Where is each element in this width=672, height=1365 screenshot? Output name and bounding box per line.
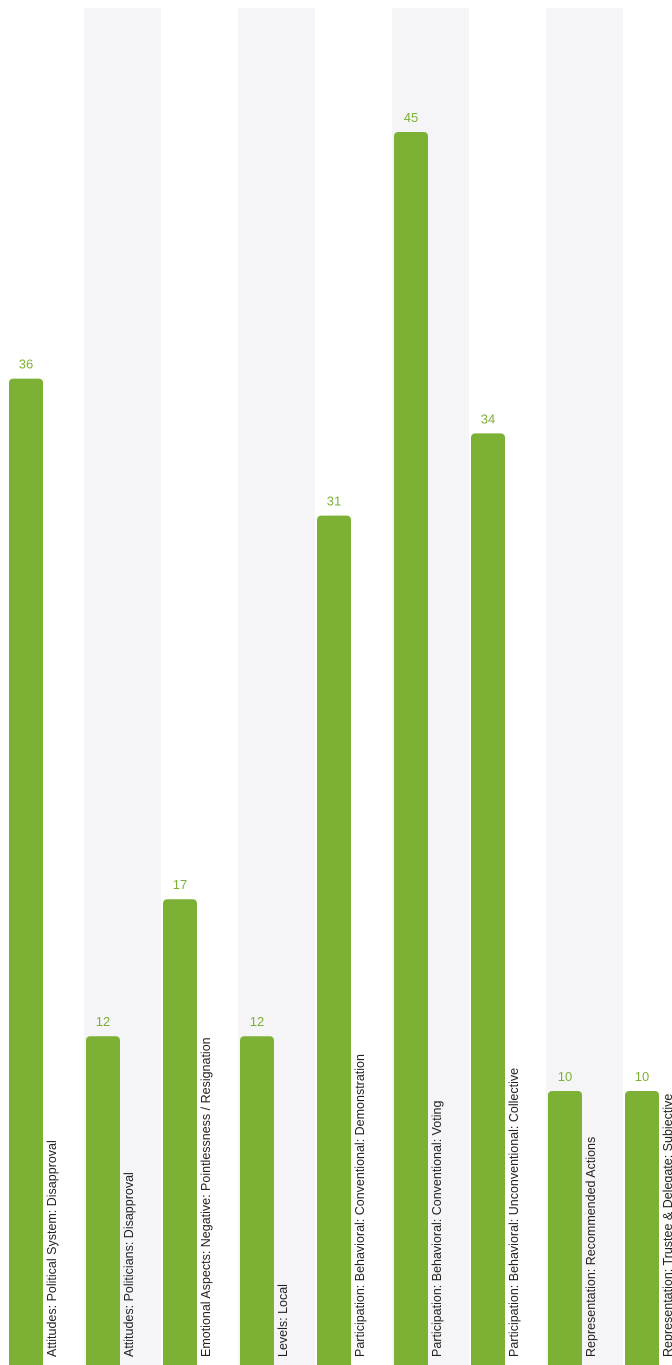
category-label: Attitudes: Political System: Disapproval bbox=[45, 1140, 59, 1357]
bar-value-label: 12 bbox=[96, 1014, 110, 1029]
bars-group bbox=[9, 132, 659, 1365]
category-label: Levels: Local bbox=[276, 1284, 290, 1357]
category-labels-group: Attitudes: Political System: Disapproval… bbox=[45, 1037, 672, 1357]
bar[interactable] bbox=[163, 899, 197, 1365]
category-label: Emotional Aspects: Negative: Pointlessne… bbox=[199, 1037, 213, 1357]
bar-value-label: 36 bbox=[19, 357, 33, 372]
bar-value-label: 45 bbox=[404, 110, 418, 125]
bar-value-label: 17 bbox=[173, 877, 187, 892]
bar-value-label: 12 bbox=[250, 1014, 264, 1029]
bar[interactable] bbox=[471, 433, 505, 1365]
bar[interactable] bbox=[9, 378, 43, 1365]
bar[interactable] bbox=[317, 515, 351, 1365]
bar[interactable] bbox=[548, 1091, 582, 1365]
category-label: Participation: Behavioral: Unconventiona… bbox=[507, 1068, 521, 1357]
category-label: Attitudes: Politicians: Disapproval bbox=[122, 1172, 136, 1357]
bar-value-label: 34 bbox=[481, 411, 495, 426]
value-labels-group: 36 12 17 12 31 45 34 10 10 bbox=[19, 110, 649, 1084]
bar[interactable] bbox=[86, 1036, 120, 1365]
bar-value-label: 10 bbox=[558, 1069, 572, 1084]
bar[interactable] bbox=[625, 1091, 659, 1365]
bar[interactable] bbox=[240, 1036, 274, 1365]
category-label: Participation: Behavioral: Conventional:… bbox=[353, 1054, 367, 1357]
bar[interactable] bbox=[394, 132, 428, 1365]
bar-value-label: 10 bbox=[635, 1069, 649, 1084]
category-label: Representation: Trustee & Delegate: Subj… bbox=[661, 1094, 672, 1357]
category-label: Participation: Behavioral: Conventional:… bbox=[430, 1101, 444, 1357]
bar-value-label: 31 bbox=[327, 494, 341, 509]
category-label: Representation: Recommended Actions bbox=[584, 1137, 598, 1357]
